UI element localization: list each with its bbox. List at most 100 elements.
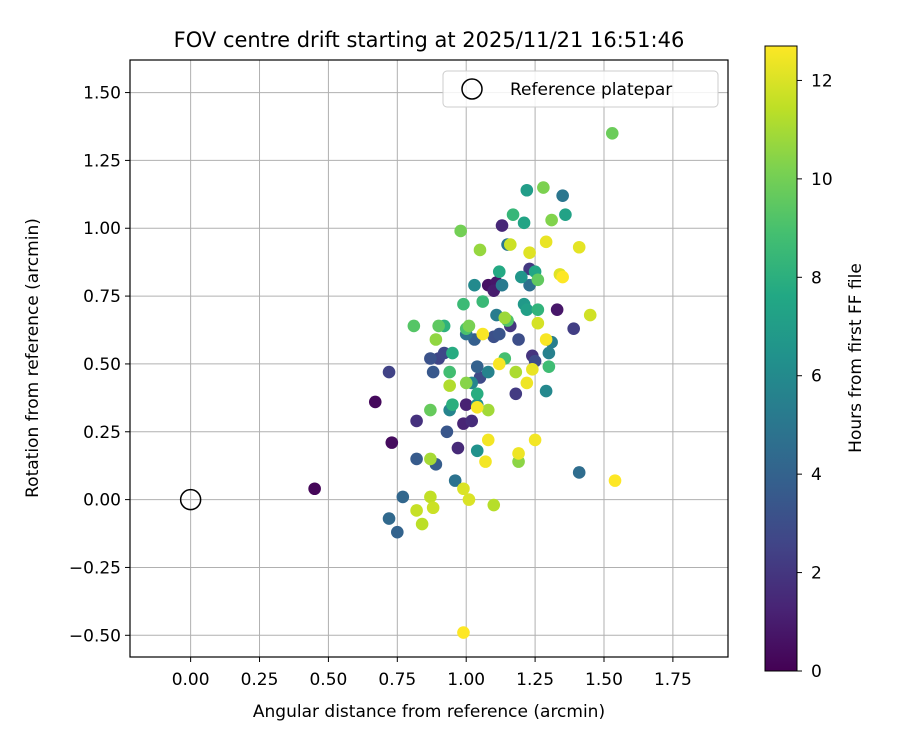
data-point [470,360,484,373]
data-point [539,235,553,249]
colorbar-tick-label: 4 [811,465,822,485]
data-point [523,246,536,259]
legend-box [442,70,719,108]
data-point [465,414,479,428]
data-point [537,181,550,194]
reference-platepar-marker [179,488,202,511]
data-point [415,517,429,531]
colorbar-tick-label: 6 [811,367,822,387]
data-point [424,403,437,417]
data-point [396,490,410,504]
data-point [410,414,423,428]
y-tick-label: 0.50 [83,355,121,375]
data-point [451,441,465,455]
data-point [605,126,619,140]
data-point [410,452,423,466]
x-tick-label: 0.25 [241,670,279,690]
data-point [454,224,467,238]
colorbar-gradient [765,46,797,671]
data-point [528,433,542,447]
data-point [457,482,470,496]
data-point [443,365,456,379]
data-point [481,365,495,379]
data-point [443,379,456,392]
data-point [440,425,454,439]
data-point [506,208,520,221]
colorbar-label: Hours from first FF file [846,263,866,453]
y-tick-label: 0.25 [83,423,121,443]
data-point [520,376,534,390]
data-point [492,357,506,371]
data-point [559,208,572,221]
data-points [308,126,622,639]
colorbar-tick-label: 2 [811,564,822,584]
data-point [424,352,437,365]
data-point [481,403,495,417]
data-point [368,395,382,409]
data-point [382,512,396,525]
data-point [446,346,459,360]
x-tick-label: 1.75 [654,670,692,690]
y-tick-label: 1.50 [83,84,121,104]
data-point [459,376,473,390]
legend-entry-reference: Reference platepar [510,80,672,100]
data-point [492,265,506,278]
data-point [539,384,553,398]
x-tick-label: 0.00 [172,670,210,690]
data-point [608,474,622,487]
data-point [429,333,443,346]
data-point [457,297,470,311]
data-point [382,365,396,379]
data-point [468,278,481,292]
y-axis-label: Rotation from reference (arcmin) [23,218,43,498]
data-point [459,398,473,411]
data-point [462,319,476,333]
data-point [545,213,558,227]
data-point [567,322,580,335]
x-tick-label: 0.75 [378,670,416,690]
legend: Reference platepar [442,70,719,108]
data-point [509,365,523,379]
data-point [476,327,490,341]
data-point [531,273,545,287]
data-point [515,270,528,284]
data-point [479,455,492,468]
data-point [512,333,525,346]
data-point [470,401,484,414]
data-point [509,387,523,401]
x-axis-label: Angular distance from reference (arcmin) [253,702,605,722]
data-point [426,501,440,515]
data-point [583,308,597,322]
data-point [531,316,545,330]
data-point [517,216,531,230]
data-point [542,360,556,373]
data-point [432,319,445,333]
data-point [550,303,564,316]
plot-frame [129,59,729,658]
y-tick-label: 1.25 [83,151,121,171]
data-point [512,447,525,460]
legend-marker [461,78,483,100]
colorbar: 0 2 4 6 8 10 12 Hours from first FF file [764,45,866,682]
colorbar-tick-label: 8 [811,268,822,288]
data-point [542,346,556,360]
data-point [448,474,462,487]
x-tick-label: 0.50 [309,670,347,690]
data-point [424,490,437,504]
data-point [531,303,545,316]
data-point [495,278,509,292]
y-axis-ticks: −0.50 −0.25 0.00 0.25 0.50 0.75 1.00 1.25 1.50 [69,84,130,646]
y-tick-label: 0.75 [83,287,121,307]
data-point [572,240,586,254]
data-point [470,387,484,401]
data-point [462,493,476,506]
data-point [556,270,569,284]
data-point [470,444,484,458]
colorbar-ticks: 0 2 4 6 8 10 12 [797,71,833,682]
data-point [481,433,495,447]
y-tick-label: −0.50 [69,626,121,646]
colorbar-tick-label: 10 [811,170,833,190]
data-point [572,466,586,479]
x-tick-label: 1.00 [447,670,485,690]
